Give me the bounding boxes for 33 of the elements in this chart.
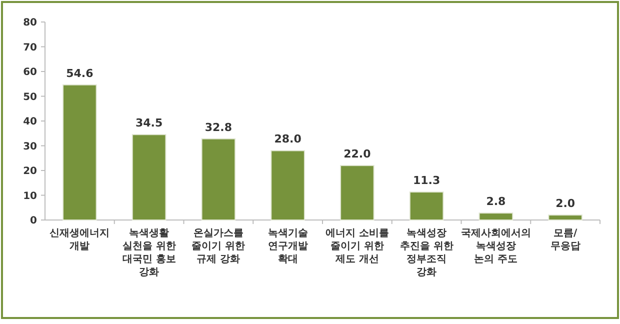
x-tick-label: 모름/ 무응답	[550, 228, 580, 252]
y-tick-label: 10	[23, 190, 38, 202]
x-tick-label: 녹색기술 연구개발 확대	[268, 228, 308, 265]
data-label: 34.5	[135, 116, 163, 130]
x-tick-label: 녹색성장 추진을 위한 정부조직 강화	[400, 228, 454, 278]
data-label: 2.8	[486, 195, 506, 208]
x-tick-label: 온실가스를 줄이기 위한 규제 강화	[192, 228, 246, 265]
x-tick-label: 녹색생활 실천을 위한 대국민 홍보 강화	[122, 228, 176, 278]
y-tick-label: 50	[23, 92, 38, 103]
bar	[62, 84, 97, 220]
data-label: 28.0	[274, 132, 302, 146]
y-tick-label: 70	[23, 42, 38, 54]
bar	[270, 150, 305, 220]
data-label: 32.8	[204, 120, 232, 134]
y-tick-label: 40	[23, 116, 38, 128]
x-tick-label: 에너지 소비를 줄이기 위한 제도 개선	[325, 228, 389, 265]
data-label: 2.0	[556, 197, 576, 210]
bar	[201, 138, 236, 220]
bar	[548, 214, 582, 220]
bar	[132, 134, 166, 220]
x-tick-label: 국제사회에서의 녹색성장 논의 주도	[460, 228, 531, 265]
data-label: 54.6	[66, 66, 94, 80]
y-tick-label: 60	[23, 67, 38, 78]
y-tick-label: 80	[23, 18, 38, 28]
data-label: 11.3	[412, 174, 440, 188]
x-tick-label: 신재생에너지 개발	[50, 228, 110, 252]
y-tick-label: 20	[23, 166, 38, 177]
data-label: 22.0	[344, 148, 372, 161]
bar	[340, 165, 374, 220]
bar	[409, 192, 444, 220]
y-tick-label: 30	[23, 141, 38, 152]
bar	[478, 212, 514, 220]
y-tick-label: 0	[30, 216, 38, 226]
